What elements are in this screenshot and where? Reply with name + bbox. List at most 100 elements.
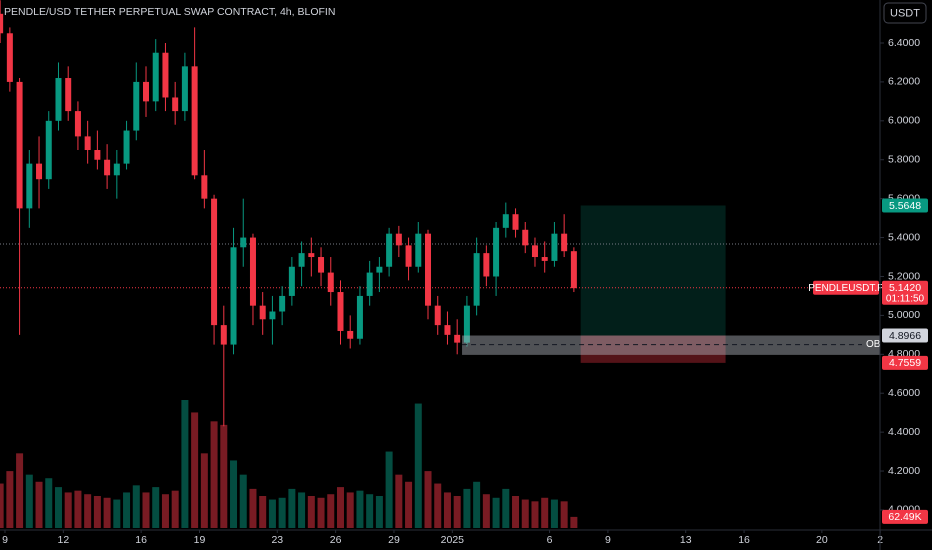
- volume-bar: [6, 471, 14, 528]
- entry-label-box: [882, 328, 928, 343]
- candle-body: [211, 198, 218, 326]
- order-block: [462, 335, 880, 355]
- y-tick-label: 4.0000: [888, 504, 920, 516]
- candle-body: [444, 325, 451, 335]
- volume-bar: [512, 496, 520, 528]
- candle-body: [327, 272, 334, 293]
- candle-body: [434, 305, 441, 326]
- volume-bar: [152, 487, 160, 528]
- volume-bar: [35, 481, 43, 528]
- target-label: 5.5648: [889, 200, 921, 212]
- volume-bar: [64, 492, 72, 528]
- volume-bar: [268, 499, 276, 528]
- volume-bar: [113, 499, 121, 528]
- currency-button[interactable]: [883, 2, 927, 24]
- candle-body: [366, 272, 373, 296]
- candle-body: [570, 251, 577, 289]
- volume-bar: [366, 494, 374, 528]
- y-tick-label: 5.4000: [888, 231, 920, 243]
- candle-body: [26, 163, 33, 209]
- candle-body: [483, 253, 490, 277]
- volume-bar: [25, 474, 33, 528]
- chart-title: PENDLE/USD TETHER PERPETUAL SWAP CONTRAC…: [4, 6, 335, 18]
- y-tick-label: 4.4000: [888, 426, 920, 438]
- volume-bar: [560, 501, 568, 528]
- candle-body: [45, 120, 52, 180]
- candle-body: [74, 111, 81, 137]
- y-tick-label: 4.6000: [888, 387, 920, 399]
- volume-bar: [375, 496, 383, 528]
- candle-body: [230, 247, 237, 345]
- volume-bar: [463, 488, 471, 528]
- volume-bar: [171, 490, 179, 528]
- y-tick-label: 6.4000: [888, 37, 920, 49]
- y-tick-label: 5.0000: [888, 309, 920, 321]
- volume-bar: [570, 516, 578, 528]
- entry-label: 4.8966: [889, 330, 921, 342]
- loss-zone: [580, 335, 726, 363]
- countdown-label: 01:11:50: [886, 293, 925, 304]
- profit-zone: [580, 205, 726, 336]
- volume-bar: [385, 451, 393, 528]
- target-label-box: [882, 198, 928, 213]
- x-tick-label: 16: [135, 534, 147, 546]
- candle-body: [463, 305, 470, 343]
- volume-bar: [453, 496, 461, 528]
- candle-body: [55, 78, 62, 121]
- candle-body: [473, 253, 480, 306]
- volume-bar: [93, 496, 101, 528]
- candle-body: [279, 295, 286, 312]
- stop-label: 4.7559: [889, 357, 921, 369]
- candle-body: [512, 214, 519, 230]
- volume-bar: [103, 497, 111, 528]
- candle-body: [395, 233, 402, 246]
- candle-body: [133, 81, 140, 131]
- x-tick-label: 20: [816, 534, 828, 546]
- volume-bar: [541, 497, 549, 528]
- candle-body: [162, 52, 169, 98]
- candle-body: [337, 292, 344, 331]
- candle-body: [143, 81, 150, 102]
- candle-body: [541, 257, 548, 261]
- volume-bar: [395, 474, 403, 528]
- x-tick-label: 12: [58, 534, 70, 546]
- volume-bar: [317, 497, 325, 528]
- volume-bar: [288, 488, 296, 528]
- currency-button-label[interactable]: USDT: [890, 7, 920, 19]
- candle-body: [522, 229, 529, 246]
- volume-bar: [346, 492, 354, 528]
- volume-bar: [74, 490, 82, 528]
- y-tick-label: 5.2000: [888, 270, 920, 282]
- candle-body: [191, 66, 198, 176]
- volume-bar: [434, 483, 442, 528]
- y-tick-label: 6.0000: [888, 115, 920, 127]
- volume-bar: [356, 490, 364, 528]
- candle-body: [561, 233, 568, 252]
- volume-bar: [307, 496, 315, 528]
- candle-body: [502, 214, 509, 228]
- volume-bar: [45, 478, 53, 528]
- volume-bar: [142, 492, 150, 528]
- y-tick-label: 4.2000: [888, 465, 920, 477]
- symbol-tag: [813, 280, 879, 295]
- volume-bar: [531, 501, 539, 528]
- last-price-box: [882, 280, 928, 305]
- candle-body: [94, 150, 101, 160]
- volume-bar: [502, 488, 510, 528]
- volume-bar: [327, 494, 335, 528]
- volume-bar: [473, 481, 481, 528]
- candle-body: [425, 233, 432, 306]
- candle-body: [531, 245, 538, 258]
- volume-bar: [230, 460, 238, 528]
- candle-body: [318, 257, 325, 273]
- candle-body: [6, 33, 13, 82]
- volume-bar: [443, 492, 451, 528]
- volume-bar: [84, 494, 92, 528]
- stop-label-box: [882, 355, 928, 370]
- volume-bar: [181, 400, 189, 528]
- candle-body: [172, 97, 179, 112]
- x-tick-label: 6: [547, 534, 553, 546]
- volume-bar: [492, 497, 500, 528]
- volume-label-box: [882, 509, 928, 524]
